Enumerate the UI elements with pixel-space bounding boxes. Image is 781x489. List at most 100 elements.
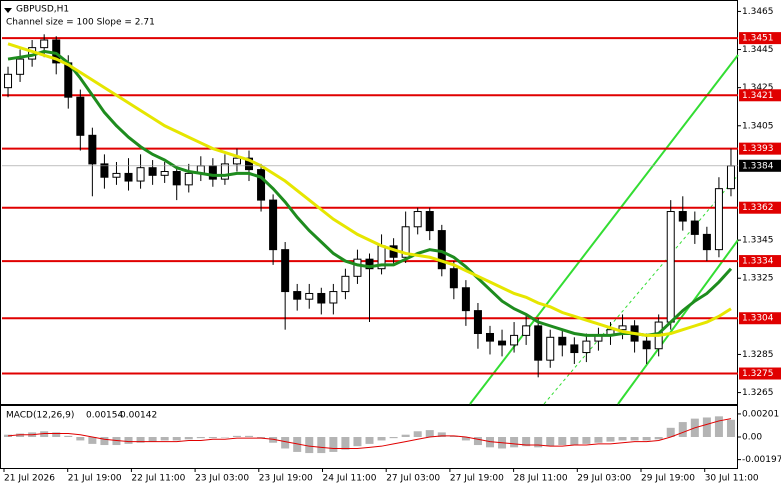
macd-bar	[64, 435, 73, 437]
candle-body	[666, 211, 675, 323]
macd-bar	[473, 437, 482, 446]
candle-body	[461, 287, 470, 312]
macd-bar	[245, 435, 254, 437]
macd-bar	[485, 437, 494, 448]
candle-body	[678, 211, 687, 222]
candle-body	[618, 325, 627, 331]
macd-bar	[172, 437, 181, 441]
candle-body	[425, 211, 434, 232]
macd-bar	[4, 434, 13, 437]
candle-body	[485, 332, 494, 342]
macd-tick-label: 0.00	[742, 433, 762, 443]
y-tick-label: 1.3345	[742, 236, 774, 246]
candle-body	[257, 169, 266, 201]
candle-body	[16, 58, 25, 75]
x-tick-label: 27 Jul 03:00	[386, 474, 440, 484]
macd-bar	[558, 437, 567, 446]
macd-bar	[594, 437, 603, 443]
candle-body	[232, 157, 241, 165]
menu-arrow	[4, 8, 12, 13]
macd-bar	[40, 431, 49, 437]
candle-body	[329, 291, 338, 304]
macd-bar	[305, 437, 314, 454]
candle-body	[522, 325, 531, 336]
macd-tick-label: -0.00197	[742, 455, 781, 465]
macd-bar	[377, 437, 386, 441]
x-tick-label: 29 Jul 03:00	[577, 474, 631, 484]
chart-title: GBPUSD,H1	[16, 5, 69, 15]
macd-bar	[257, 437, 266, 439]
level-label: 1.3451	[742, 34, 774, 44]
level-tag	[739, 142, 781, 155]
macd-bar	[546, 437, 555, 447]
level-label: 1.3334	[742, 257, 774, 267]
channel-line	[469, 54, 739, 405]
macd-bar	[160, 437, 169, 441]
macd-bar	[570, 437, 579, 446]
macd-bar	[76, 437, 85, 441]
level-tag	[739, 255, 781, 268]
macd-bar	[124, 437, 133, 444]
candle-body	[341, 275, 350, 293]
macd-bar	[184, 437, 193, 440]
level-tag	[739, 201, 781, 214]
x-tick-label: 27 Jul 19:00	[450, 474, 504, 484]
x-tick-label: 24 Jul 11:00	[323, 474, 377, 484]
candle-body	[317, 292, 326, 304]
candle-body	[449, 268, 458, 289]
candle-body	[148, 167, 157, 176]
main-panel	[0, 0, 738, 405]
macd-bar	[52, 432, 61, 437]
x-tick-label: 28 Jul 11:00	[514, 474, 568, 484]
macd-bar	[196, 437, 205, 439]
macd-bar	[341, 437, 350, 450]
candle-body	[690, 220, 699, 235]
level-tag	[739, 367, 781, 380]
macd-bar	[666, 427, 675, 437]
macd-bar	[461, 437, 470, 441]
candle-body	[184, 172, 193, 186]
candle-body	[353, 258, 362, 277]
macd-bar	[365, 437, 374, 444]
candle-body	[172, 171, 181, 186]
macd-bar	[726, 419, 735, 437]
moving-average	[7, 42, 732, 337]
macd-bar	[678, 422, 687, 437]
level-label: 1.3393	[742, 144, 774, 154]
x-tick-label: 30 Jul 11:00	[705, 474, 759, 484]
macd-bar	[654, 437, 663, 440]
macd-bar	[329, 437, 338, 452]
candle-body	[100, 163, 109, 178]
x-tick-label: 21 Jul 2026	[4, 474, 55, 484]
level-tag	[739, 312, 781, 325]
candle-body	[136, 167, 145, 182]
macd-bar	[714, 416, 723, 437]
macd-bar	[16, 433, 25, 437]
candle-body	[702, 233, 711, 251]
macd-bar	[522, 437, 531, 447]
macd-bar	[220, 437, 229, 438]
macd-signal-line	[7, 418, 732, 449]
macd-bar	[281, 437, 290, 449]
level-label: 1.3362	[742, 203, 774, 213]
last-price-tag	[739, 159, 781, 172]
candle-body	[88, 134, 97, 165]
x-tick-label: 29 Jul 19:00	[641, 474, 695, 484]
level-label: 1.3304	[742, 314, 774, 324]
macd-bar	[208, 437, 217, 439]
level-label: 1.3421	[742, 91, 774, 101]
candle-body	[269, 199, 278, 251]
level-tag	[739, 32, 781, 45]
candle-body	[281, 249, 290, 293]
channel-mid	[543, 174, 739, 405]
candle-body	[365, 258, 374, 270]
candle-body	[498, 340, 507, 346]
macd-bar	[510, 437, 519, 448]
macd-bar	[136, 437, 145, 443]
macd-bar	[449, 435, 458, 437]
macd-signal: 0.00142	[120, 411, 157, 421]
macd-bar	[534, 437, 543, 448]
candle-body	[726, 165, 735, 190]
macd-bar	[437, 432, 446, 437]
